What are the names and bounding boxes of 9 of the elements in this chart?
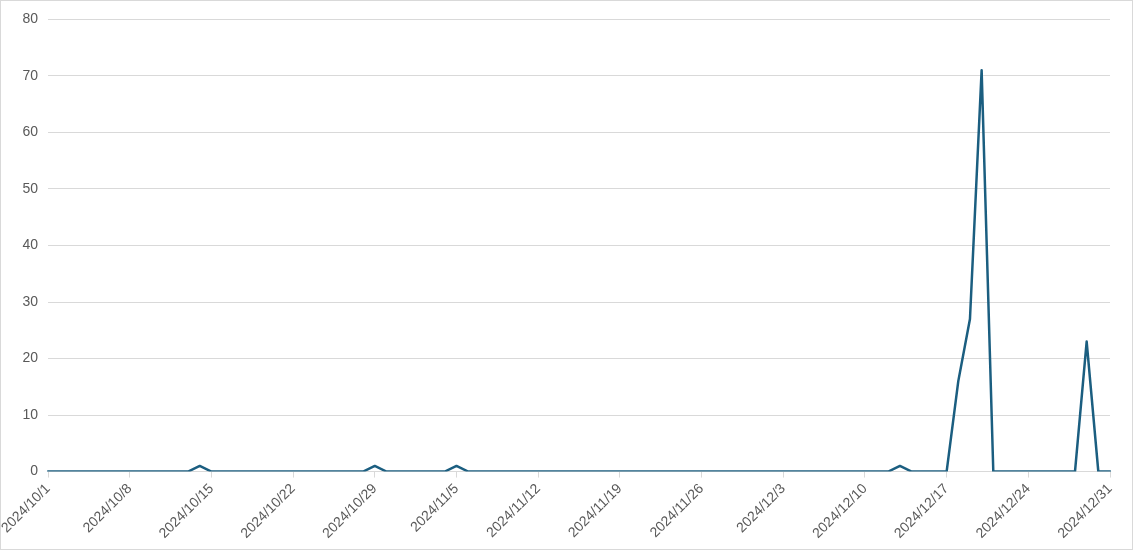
y-tick-label: 60: [22, 123, 39, 140]
y-tick-label: 80: [22, 10, 39, 27]
y-tick-label: 50: [22, 179, 39, 196]
y-tick-label: 0: [30, 462, 39, 479]
y-tick-label: 20: [22, 349, 39, 366]
y-tick-label: 70: [22, 66, 39, 83]
y-tick-label: 40: [22, 236, 39, 253]
y-tick-label: 10: [22, 405, 39, 422]
y-tick-label: 30: [22, 292, 39, 309]
